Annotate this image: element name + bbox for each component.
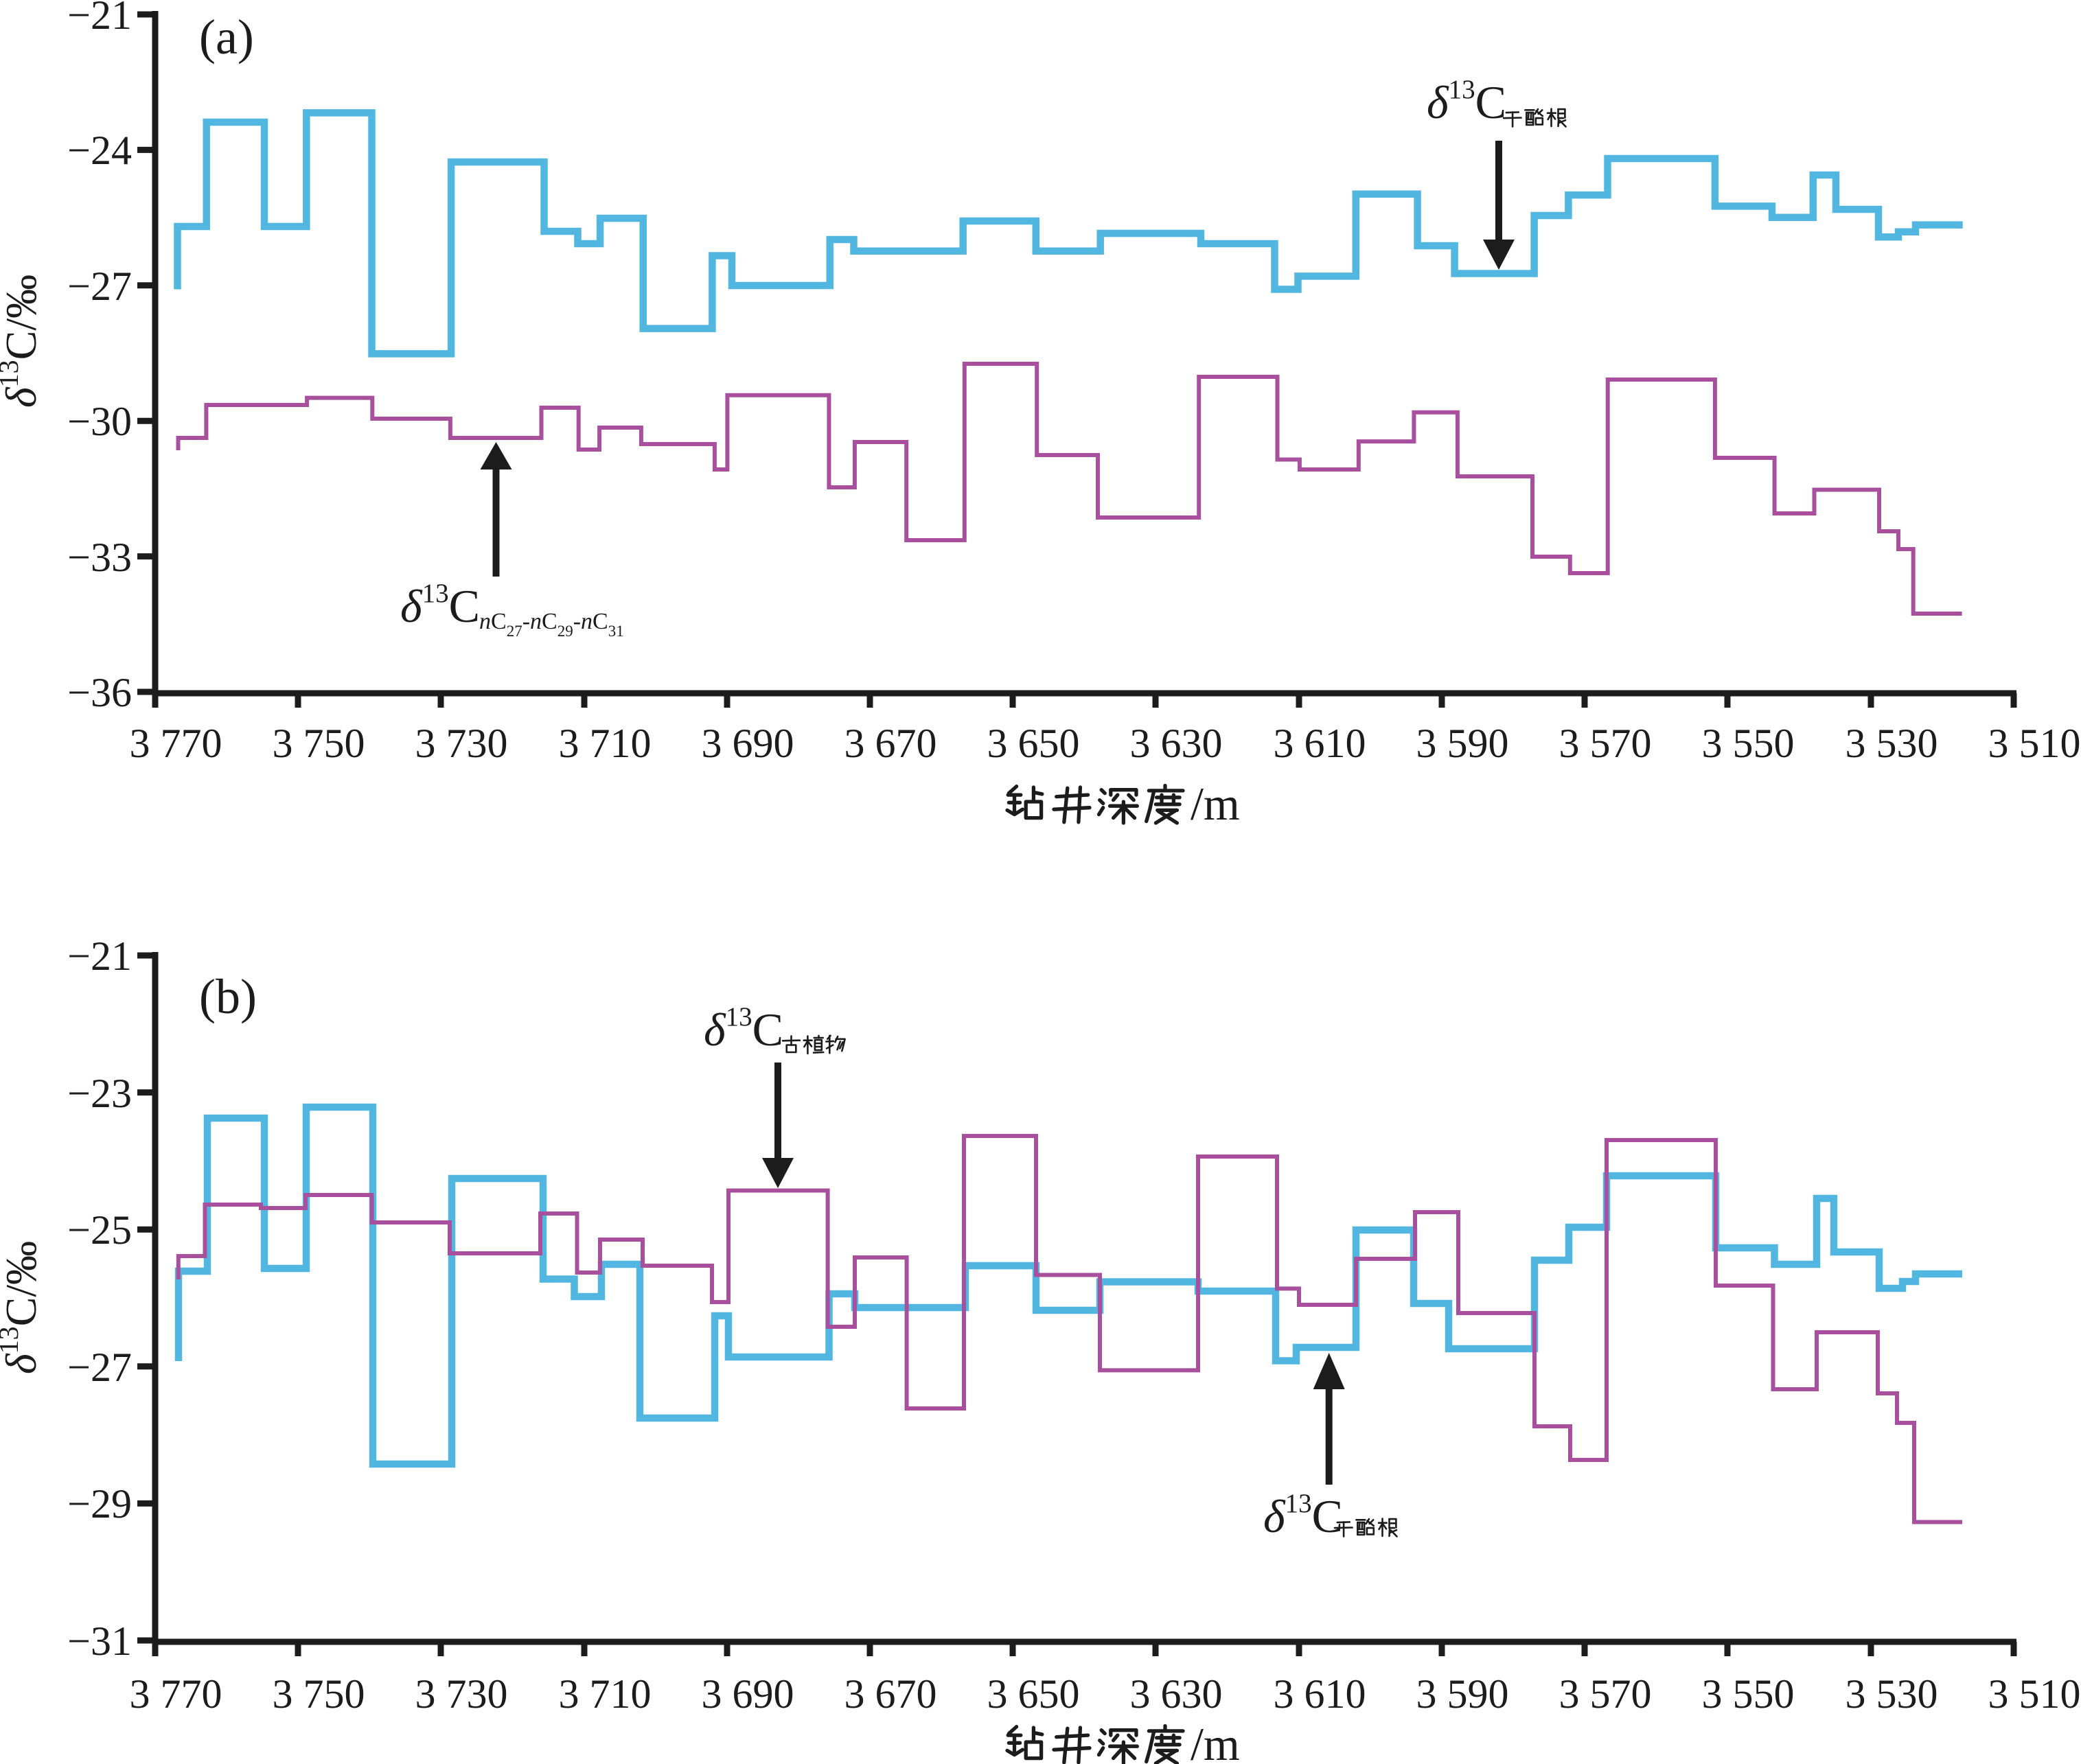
svg-text:3 610: 3 610 [1274, 1671, 1366, 1717]
svg-text:3 610: 3 610 [1274, 721, 1366, 766]
svg-text:−29: −29 [67, 1481, 132, 1527]
svg-text:3 770: 3 770 [130, 721, 222, 766]
svg-text:3 670: 3 670 [844, 1671, 937, 1717]
svg-text:3 650: 3 650 [987, 721, 1080, 766]
svg-text:−21: −21 [67, 933, 132, 979]
svg-text:/m: /m [1191, 1718, 1240, 1764]
svg-text:−36: −36 [67, 670, 132, 715]
svg-text:−27: −27 [67, 1345, 132, 1390]
svg-text:3 570: 3 570 [1559, 1671, 1652, 1717]
svg-text:3 550: 3 550 [1702, 1671, 1795, 1717]
svg-text:−25: −25 [67, 1207, 132, 1253]
svg-text:3 670: 3 670 [844, 721, 937, 766]
svg-text:3 750: 3 750 [273, 1671, 365, 1717]
svg-text:−21: −21 [67, 0, 132, 38]
svg-text:3 630: 3 630 [1130, 1671, 1223, 1717]
svg-text:3 650: 3 650 [987, 1671, 1080, 1717]
svg-text:δ13C/‰: δ13C/‰ [0, 275, 45, 408]
svg-text:3 570: 3 570 [1559, 721, 1652, 766]
svg-text:3 690: 3 690 [702, 1671, 794, 1717]
svg-text:3 710: 3 710 [559, 721, 652, 766]
svg-text:3 510: 3 510 [1988, 1671, 2081, 1717]
svg-text:3 550: 3 550 [1702, 721, 1795, 766]
svg-text:3 530: 3 530 [1846, 721, 1938, 766]
svg-text:3 590: 3 590 [1416, 721, 1509, 766]
svg-text:−24: −24 [67, 128, 132, 173]
svg-text:3 590: 3 590 [1416, 1671, 1509, 1717]
svg-text:δ13C: δ13C [400, 579, 480, 632]
svg-text:−30: −30 [67, 399, 132, 444]
svg-text:δ13C: δ13C [1427, 75, 1506, 128]
svg-text:3 770: 3 770 [130, 1671, 222, 1717]
svg-text:nC27-nC29-nC31: nC27-nC29-nC31 [479, 609, 624, 640]
svg-text:/m: /m [1191, 778, 1240, 830]
svg-text:(b): (b) [199, 969, 257, 1024]
svg-text:3 730: 3 730 [415, 721, 508, 766]
svg-text:3 510: 3 510 [1988, 721, 2081, 766]
svg-text:−27: −27 [67, 264, 132, 309]
svg-text:3 690: 3 690 [702, 721, 794, 766]
svg-text:δ13C: δ13C [1263, 1489, 1343, 1542]
svg-text:3 730: 3 730 [415, 1671, 508, 1717]
svg-text:δ13C/‰: δ13C/‰ [0, 1241, 45, 1374]
svg-text:3 530: 3 530 [1846, 1671, 1938, 1717]
svg-text:−23: −23 [67, 1071, 132, 1116]
svg-text:3 630: 3 630 [1130, 721, 1223, 766]
svg-text:δ13C: δ13C [704, 1002, 783, 1056]
svg-text:3 710: 3 710 [559, 1671, 652, 1717]
svg-text:−33: −33 [67, 535, 132, 580]
svg-text:−31: −31 [67, 1618, 132, 1664]
svg-text:(a): (a) [199, 10, 254, 65]
svg-text:3 750: 3 750 [273, 721, 365, 766]
